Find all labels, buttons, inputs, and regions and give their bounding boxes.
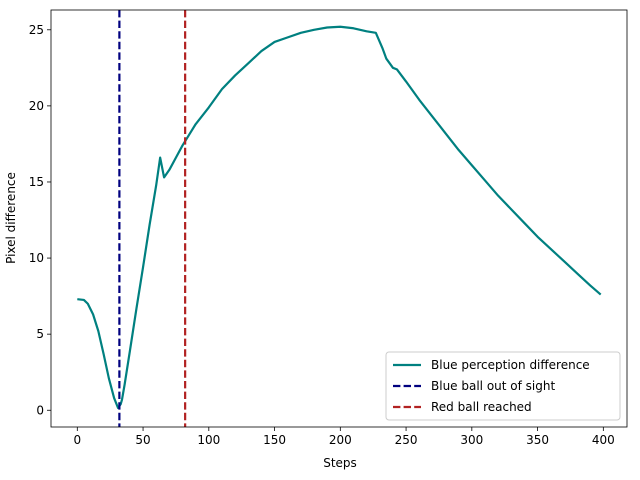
x-tick-label: 350 bbox=[526, 433, 549, 447]
y-tick-label: 0 bbox=[36, 403, 44, 417]
x-tick-label: 100 bbox=[197, 433, 220, 447]
series-line-0 bbox=[77, 25, 602, 410]
axes-frame bbox=[50, 9, 628, 428]
x-tick-label: 400 bbox=[592, 433, 615, 447]
y-tick-label: 5 bbox=[36, 327, 44, 341]
x-tick-label: 150 bbox=[263, 433, 286, 447]
x-tick-label: 0 bbox=[73, 433, 81, 447]
legend-box bbox=[385, 351, 621, 421]
y-tick-label: 15 bbox=[29, 175, 44, 189]
plot-area bbox=[77, 10, 602, 427]
y-tick-label: 10 bbox=[29, 251, 44, 265]
legend-label-2: Red ball reached bbox=[431, 400, 532, 414]
legend-label-1: Blue ball out of sight bbox=[431, 379, 555, 393]
x-tick-label: 200 bbox=[329, 433, 352, 447]
x-tick-label: 50 bbox=[135, 433, 150, 447]
legend-label-0: Blue perception difference bbox=[431, 358, 590, 372]
y-tick-label: 20 bbox=[29, 99, 44, 113]
legend: Blue perception difference Blue ball out … bbox=[385, 351, 621, 421]
x-axis-label: Steps bbox=[323, 456, 357, 470]
axes: 0 50 100 150 200 250 300 350 400 0 5 10 15 20 25 bbox=[29, 9, 628, 447]
x-tick-label: 300 bbox=[460, 433, 483, 447]
y-tick-label: 25 bbox=[29, 23, 44, 37]
x-tick-label: 250 bbox=[395, 433, 418, 447]
y-axis-label: Pixel difference bbox=[4, 172, 18, 264]
